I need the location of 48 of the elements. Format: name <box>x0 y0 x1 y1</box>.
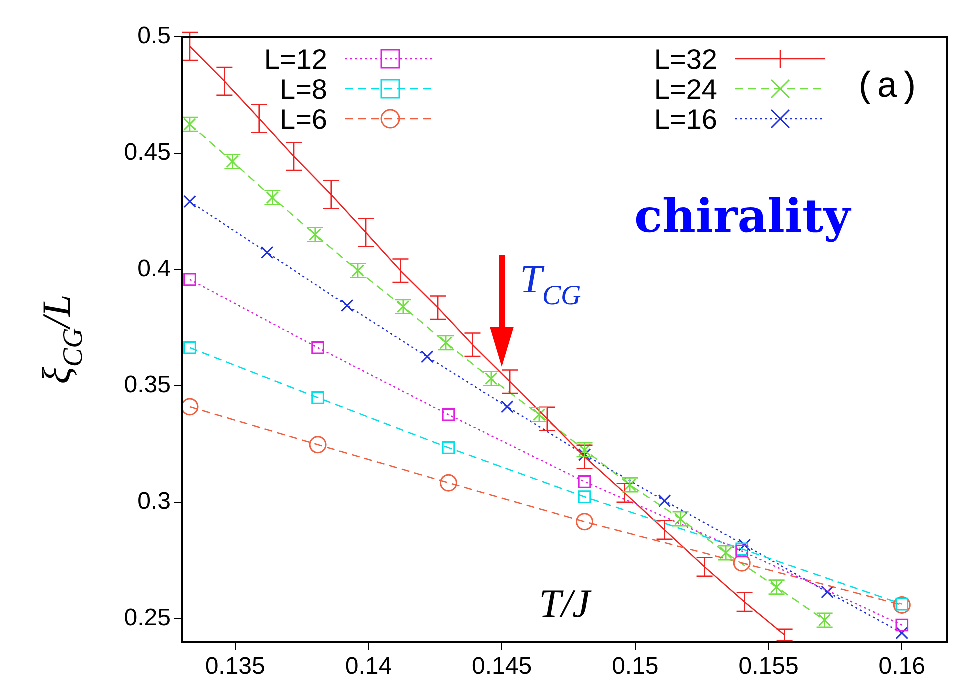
point <box>312 341 324 354</box>
point <box>576 513 594 531</box>
legend-label: L=16 <box>654 104 718 135</box>
point <box>530 407 548 423</box>
point <box>420 350 434 364</box>
point <box>312 392 324 404</box>
x-tick-label: 0.16 <box>878 653 926 680</box>
x-tick-label: 0.15 <box>612 653 659 680</box>
legend-label: L=32 <box>654 44 718 75</box>
point <box>501 400 514 414</box>
point <box>893 596 911 614</box>
x-tick-label: 0.135 <box>205 653 266 680</box>
y-tick-label: 0.35 <box>124 372 171 399</box>
legend-label: L=8 <box>280 74 328 105</box>
point <box>184 273 196 286</box>
y-tick-label: 0.4 <box>138 255 171 282</box>
y-axis-title: ξCG/L <box>34 294 89 384</box>
point <box>182 398 199 416</box>
point <box>578 448 592 462</box>
y-tick-label: 0.25 <box>124 604 171 632</box>
y-tick-label: 0.5 <box>138 22 171 50</box>
legend-label: L=12 <box>264 44 328 75</box>
legend-label: L=24 <box>654 74 718 105</box>
legend-label: L=6 <box>280 104 328 135</box>
annotation: chirality <box>634 189 852 243</box>
x-tick-label: 0.14 <box>345 653 392 680</box>
x-axis-title: T/J <box>539 581 593 626</box>
point <box>309 436 327 454</box>
point <box>260 246 274 260</box>
point <box>896 626 909 640</box>
point <box>738 538 752 552</box>
y-tick-label: 0.45 <box>124 138 171 166</box>
point <box>184 195 196 208</box>
point <box>733 554 751 572</box>
point <box>184 341 196 354</box>
point <box>440 474 458 492</box>
x-tick-label: 0.155 <box>738 653 799 680</box>
x-tick-label: 0.145 <box>472 653 532 680</box>
point <box>896 618 909 632</box>
annotation: (a) <box>855 67 920 108</box>
y-tick-label: 0.3 <box>138 488 171 516</box>
point <box>658 494 672 508</box>
point <box>578 476 592 488</box>
point <box>442 442 456 454</box>
point <box>578 490 592 504</box>
point <box>821 586 834 599</box>
point <box>340 299 354 312</box>
point <box>442 408 456 422</box>
